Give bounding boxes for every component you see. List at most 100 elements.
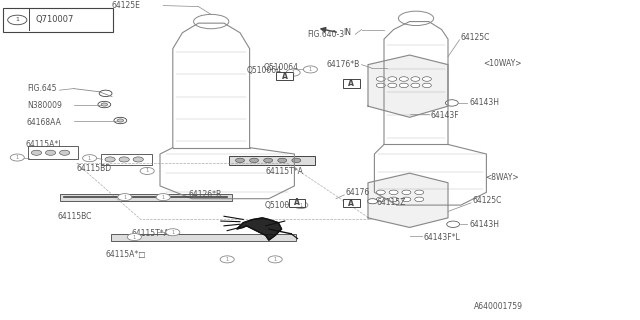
- Circle shape: [119, 157, 129, 162]
- Text: 64176: 64176: [346, 188, 370, 197]
- Polygon shape: [237, 218, 282, 240]
- Text: 64115BC: 64115BC: [58, 212, 92, 221]
- Circle shape: [367, 199, 378, 204]
- Text: 1: 1: [273, 257, 277, 262]
- Text: 64168AA: 64168AA: [27, 117, 61, 127]
- Circle shape: [8, 15, 27, 25]
- Polygon shape: [368, 55, 448, 117]
- Circle shape: [31, 150, 42, 155]
- Text: 1: 1: [132, 235, 136, 239]
- Circle shape: [376, 83, 385, 88]
- Text: A: A: [294, 198, 300, 207]
- Circle shape: [98, 101, 111, 108]
- Circle shape: [411, 77, 420, 81]
- Circle shape: [399, 83, 408, 88]
- Text: 64125E: 64125E: [112, 1, 141, 10]
- Text: 64143F: 64143F: [430, 111, 459, 120]
- Circle shape: [389, 190, 398, 195]
- Circle shape: [399, 77, 408, 81]
- Text: A: A: [348, 79, 355, 88]
- Text: 64115T*A: 64115T*A: [131, 229, 169, 238]
- Text: 1: 1: [88, 156, 92, 161]
- Text: 64115T*A: 64115T*A: [266, 167, 303, 176]
- Text: 64126*B: 64126*B: [189, 190, 222, 199]
- Circle shape: [376, 197, 385, 202]
- FancyBboxPatch shape: [289, 199, 305, 207]
- Circle shape: [250, 158, 259, 163]
- Text: 1: 1: [123, 195, 127, 200]
- Text: 64115A*I: 64115A*I: [26, 140, 61, 148]
- Circle shape: [292, 158, 301, 163]
- Circle shape: [376, 77, 385, 81]
- Circle shape: [166, 229, 180, 236]
- Ellipse shape: [194, 14, 229, 29]
- Circle shape: [156, 194, 170, 201]
- Text: 1: 1: [308, 67, 312, 72]
- Text: 64125C: 64125C: [472, 196, 502, 205]
- Circle shape: [99, 90, 112, 97]
- Circle shape: [140, 167, 154, 174]
- Circle shape: [415, 197, 424, 202]
- Circle shape: [422, 83, 431, 88]
- Text: 1: 1: [15, 155, 19, 160]
- Text: 64115BD: 64115BD: [77, 164, 112, 173]
- Text: 64115Z: 64115Z: [376, 198, 406, 207]
- Circle shape: [118, 194, 132, 201]
- Text: 64143H: 64143H: [469, 99, 499, 108]
- Circle shape: [411, 83, 420, 88]
- Text: 1: 1: [291, 70, 295, 75]
- Circle shape: [236, 158, 244, 163]
- Circle shape: [447, 221, 460, 228]
- FancyBboxPatch shape: [111, 234, 296, 241]
- FancyBboxPatch shape: [28, 146, 78, 159]
- Circle shape: [220, 256, 234, 263]
- Circle shape: [389, 197, 398, 202]
- Circle shape: [114, 117, 127, 124]
- Circle shape: [388, 83, 397, 88]
- Circle shape: [133, 157, 143, 162]
- Text: FIG.640-3: FIG.640-3: [307, 30, 344, 39]
- Circle shape: [278, 158, 287, 163]
- Text: 64176*B: 64176*B: [326, 60, 360, 69]
- FancyBboxPatch shape: [343, 79, 360, 88]
- Text: A: A: [282, 72, 288, 81]
- Text: Q510064: Q510064: [264, 201, 300, 210]
- Circle shape: [10, 154, 24, 161]
- Text: 1: 1: [225, 257, 229, 262]
- Text: 1: 1: [299, 203, 303, 208]
- Circle shape: [445, 100, 458, 106]
- Circle shape: [415, 190, 424, 195]
- Text: 1: 1: [161, 195, 165, 200]
- Circle shape: [286, 69, 300, 76]
- Text: N380009: N380009: [27, 101, 61, 110]
- Text: A: A: [348, 199, 355, 208]
- Circle shape: [268, 256, 282, 263]
- Circle shape: [127, 234, 141, 241]
- FancyBboxPatch shape: [101, 154, 152, 165]
- Circle shape: [60, 150, 70, 155]
- FancyBboxPatch shape: [60, 194, 232, 201]
- Text: 1: 1: [145, 168, 149, 173]
- Text: <10WAY>: <10WAY>: [483, 59, 522, 68]
- Polygon shape: [368, 173, 448, 228]
- Text: 64143F*L: 64143F*L: [424, 233, 460, 242]
- Circle shape: [101, 103, 108, 106]
- Text: 64115A*□: 64115A*□: [106, 250, 146, 260]
- Text: A640001759: A640001759: [474, 302, 523, 311]
- FancyBboxPatch shape: [3, 8, 113, 32]
- Circle shape: [303, 66, 317, 73]
- Circle shape: [388, 77, 397, 81]
- Text: 64125C: 64125C: [461, 33, 490, 42]
- Ellipse shape: [398, 11, 434, 26]
- FancyBboxPatch shape: [229, 156, 315, 165]
- Circle shape: [264, 158, 273, 163]
- Circle shape: [402, 197, 411, 202]
- Circle shape: [402, 190, 411, 195]
- Circle shape: [117, 119, 124, 122]
- Text: 64143H: 64143H: [469, 220, 499, 229]
- FancyBboxPatch shape: [343, 199, 360, 207]
- Text: Q510064: Q510064: [264, 63, 299, 72]
- Circle shape: [45, 150, 56, 155]
- Text: Q710007: Q710007: [35, 15, 74, 24]
- Circle shape: [422, 77, 431, 81]
